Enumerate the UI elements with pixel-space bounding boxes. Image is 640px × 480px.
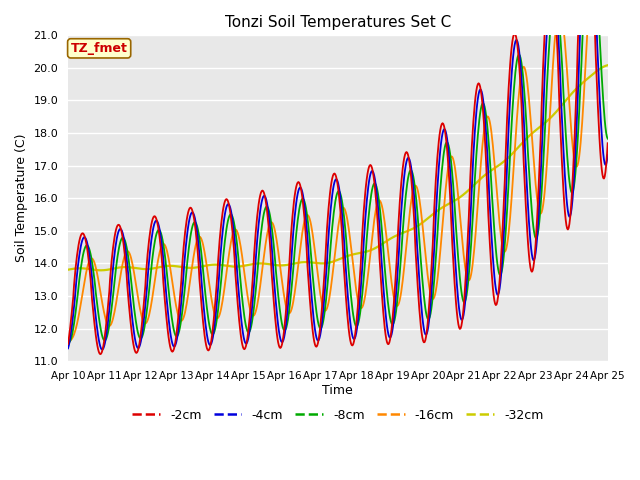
Title: Tonzi Soil Temperatures Set C: Tonzi Soil Temperatures Set C (225, 15, 451, 30)
-8cm (404, 175, 412, 181)
-8cm (604, 136, 612, 142)
-4cm (185, 219, 193, 225)
-4cm (64, 346, 72, 351)
Line: -16cm: -16cm (68, 0, 608, 342)
-8cm (420, 292, 428, 298)
-2cm (404, 152, 412, 158)
-32cm (130, 265, 138, 271)
Y-axis label: Soil Temperature (C): Soil Temperature (C) (15, 134, 28, 263)
-16cm (184, 292, 192, 298)
-16cm (64, 339, 72, 345)
-32cm (604, 62, 612, 68)
-32cm (185, 265, 193, 271)
-32cm (97, 267, 105, 273)
-4cm (74, 264, 82, 270)
-16cm (129, 265, 137, 271)
Text: TZ_fmet: TZ_fmet (71, 42, 127, 55)
Line: -2cm: -2cm (68, 0, 608, 354)
-32cm (420, 219, 428, 225)
-8cm (65, 340, 72, 346)
-2cm (420, 339, 428, 345)
-2cm (97, 351, 104, 357)
-2cm (185, 207, 193, 213)
-4cm (604, 152, 612, 157)
-16cm (74, 317, 82, 323)
-8cm (75, 284, 83, 289)
-8cm (64, 339, 72, 345)
-4cm (130, 330, 138, 336)
Line: -32cm: -32cm (68, 65, 608, 270)
-16cm (419, 228, 427, 233)
-8cm (130, 305, 138, 311)
Line: -8cm: -8cm (68, 0, 608, 343)
-8cm (185, 245, 193, 251)
-2cm (64, 341, 72, 347)
-32cm (214, 262, 221, 267)
-2cm (214, 271, 221, 276)
-16cm (213, 315, 221, 321)
-2cm (74, 247, 82, 253)
-16cm (604, 9, 612, 14)
-2cm (604, 140, 612, 146)
-8cm (214, 312, 221, 318)
-4cm (404, 155, 412, 161)
Legend: -2cm, -4cm, -8cm, -16cm, -32cm: -2cm, -4cm, -8cm, -16cm, -32cm (127, 404, 548, 427)
-32cm (64, 267, 72, 273)
Line: -4cm: -4cm (68, 0, 608, 349)
-2cm (130, 345, 138, 350)
-4cm (420, 325, 428, 331)
-4cm (99, 347, 106, 352)
X-axis label: Time: Time (323, 384, 353, 396)
-32cm (404, 228, 412, 234)
-4cm (214, 293, 221, 299)
-16cm (403, 233, 411, 239)
-32cm (74, 265, 82, 271)
